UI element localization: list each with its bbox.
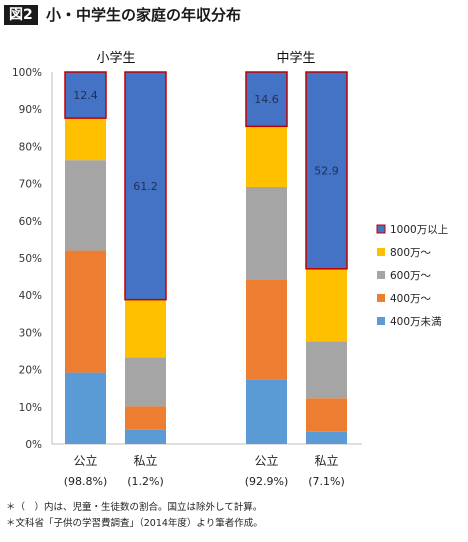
bar-segment — [125, 72, 166, 300]
y-tick-label: 80% — [19, 141, 42, 153]
bar-segment — [65, 72, 106, 119]
x-category-label: 私立 — [133, 453, 157, 468]
legend-swatch — [377, 271, 385, 279]
x-category-label: 公立 — [254, 453, 278, 468]
y-tick-label: 20% — [19, 365, 42, 377]
bar-segment — [246, 186, 287, 280]
x-category-label: 私立 — [314, 453, 338, 468]
data-label: 52.9 — [314, 164, 339, 177]
figure-title: 小・中学生の家庭の年収分布 — [46, 6, 242, 24]
x-share-label: (92.9%) — [245, 475, 289, 488]
y-tick-label: 100% — [12, 67, 42, 79]
bar-segment — [306, 431, 347, 444]
bar-segment-outline — [245, 71, 288, 128]
y-tick-label: 0% — [25, 439, 42, 451]
bar-segment — [65, 118, 106, 161]
stacked-bar-chart: 0% 10% 20% 30% 40% 50% 60% 70% 80% 90% 100% 12.4 61.… — [12, 50, 448, 488]
x-share-label: (98.8%) — [64, 475, 108, 488]
bar-segment — [125, 299, 166, 358]
bar-segment — [306, 398, 347, 432]
bar-segment-outline — [64, 71, 107, 119]
legend-swatch — [376, 224, 386, 234]
bar-segment — [65, 372, 106, 444]
footnote-2: ＊文科省「子供の学習費調査」（2014年度）より筆者作成。 — [6, 518, 263, 529]
bar-segment — [306, 268, 347, 342]
bar-segment-outline — [305, 71, 348, 270]
bar-segment — [246, 379, 287, 444]
legend-label: 1000万以上 — [390, 224, 448, 236]
bar-segment — [246, 72, 287, 127]
y-tick-label: 10% — [19, 402, 42, 414]
legend-swatch — [377, 294, 385, 302]
footnote-1: ＊（ ）内は、児童・生徒数の割合。国立は除外して計算。 — [6, 502, 263, 513]
data-label: 12.4 — [73, 89, 98, 102]
y-tick-label: 30% — [19, 327, 42, 339]
data-label: 14.6 — [254, 93, 279, 106]
bar-segment — [65, 160, 106, 251]
y-tick-label: 40% — [19, 290, 42, 302]
legend-label: 800万～ — [390, 247, 432, 259]
bar-segment — [306, 341, 347, 399]
y-tick-label: 50% — [19, 253, 42, 265]
legend-swatch — [377, 317, 385, 325]
group-label: 小学生 — [96, 50, 135, 66]
figure-header: 図2 小・中学生の家庭の年収分布 — [0, 0, 468, 30]
bar-segment — [125, 357, 166, 407]
group-label: 中学生 — [276, 50, 315, 66]
y-tick-label: 60% — [19, 216, 42, 228]
figure-tag: 図2 — [4, 5, 38, 25]
legend-swatch — [377, 248, 385, 256]
legend-label: 400万未満 — [390, 316, 442, 328]
x-share-label: (1.2%) — [127, 475, 164, 488]
bar-segment — [246, 126, 287, 187]
legend-label: 400万～ — [390, 293, 432, 305]
y-tick-label: 90% — [19, 104, 42, 116]
bar-segment — [246, 279, 287, 380]
x-category-label: 公立 — [73, 453, 97, 468]
data-label: 61.2 — [133, 180, 158, 193]
y-tick-label: 70% — [19, 179, 42, 191]
footnotes: ＊（ ）内は、児童・生徒数の割合。国立は除外して計算。 ＊文科省「子供の学習費調… — [6, 500, 263, 532]
bar-segment — [306, 72, 347, 269]
legend-label: 600万～ — [390, 270, 432, 282]
x-share-label: (7.1%) — [308, 475, 345, 488]
bar-segment-outline — [124, 71, 167, 301]
bar-segment — [65, 250, 106, 373]
bar-segment — [125, 406, 166, 430]
bar-segment — [125, 429, 166, 444]
